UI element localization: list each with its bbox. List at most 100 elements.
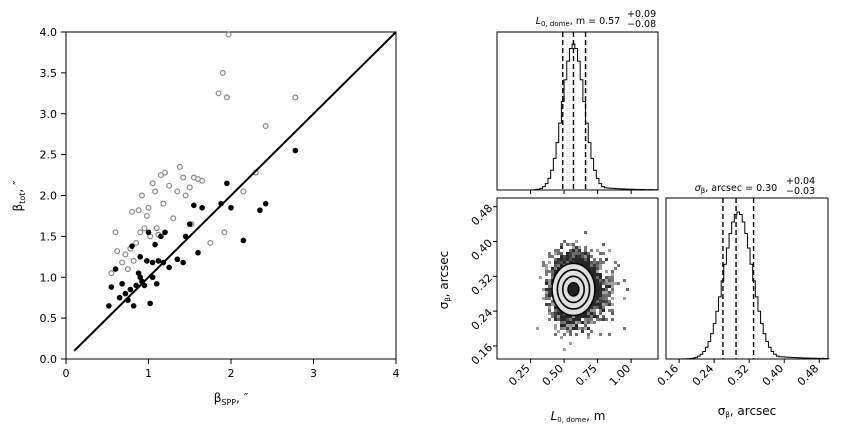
scatter-point-open bbox=[129, 208, 136, 215]
density-xlabel: L0, dome, m bbox=[551, 409, 606, 424]
density-cell bbox=[548, 291, 551, 294]
density-cell bbox=[575, 318, 578, 321]
scatter-point-open bbox=[170, 215, 177, 222]
density-cell bbox=[569, 324, 572, 327]
scatter-point-open bbox=[182, 192, 189, 199]
density-cell bbox=[584, 312, 587, 315]
density-cell bbox=[575, 321, 578, 324]
density-cell bbox=[581, 315, 584, 318]
density-cell bbox=[602, 294, 605, 297]
scatter-point-open bbox=[180, 174, 187, 181]
density-cell bbox=[551, 303, 554, 306]
hist-sigma-frame bbox=[665, 197, 829, 360]
scatter-point-filled bbox=[130, 303, 137, 309]
density-cell bbox=[596, 291, 599, 294]
density-cell bbox=[554, 315, 557, 318]
density-cell bbox=[551, 276, 554, 279]
scatter-point-open bbox=[114, 248, 121, 255]
density-cell bbox=[602, 318, 605, 321]
density-cell bbox=[584, 318, 587, 321]
scatter-point-filled bbox=[166, 264, 172, 271]
scatter-point-open bbox=[221, 229, 228, 236]
scatter-point-filled bbox=[137, 254, 144, 260]
density-cell bbox=[614, 267, 617, 270]
density-cell bbox=[554, 249, 557, 252]
density-cell bbox=[569, 333, 572, 336]
density-cell bbox=[611, 297, 614, 300]
density-cell bbox=[554, 264, 557, 267]
density-cell bbox=[614, 261, 617, 264]
density-cell bbox=[572, 315, 575, 318]
scatter-point-filled bbox=[180, 259, 186, 266]
density-cell bbox=[557, 249, 560, 252]
density-cell bbox=[593, 267, 596, 270]
density-cell bbox=[578, 261, 581, 264]
scatter-point-open bbox=[219, 69, 226, 76]
density-cell bbox=[572, 327, 575, 330]
density-cell bbox=[581, 330, 584, 333]
density-cell bbox=[563, 315, 566, 318]
scatter-xtick-label: 4 bbox=[393, 367, 400, 380]
density-cell bbox=[578, 318, 581, 321]
density-cell bbox=[545, 294, 548, 297]
scatter-xtick-label: 3 bbox=[310, 367, 317, 380]
density-cell bbox=[545, 297, 548, 300]
density-cell bbox=[560, 261, 563, 264]
density-cell bbox=[548, 297, 551, 300]
density-cell bbox=[623, 327, 626, 330]
scatter-point-open bbox=[199, 177, 206, 184]
scatter-point-filled bbox=[155, 258, 162, 264]
density-cell bbox=[563, 255, 566, 258]
density-cell bbox=[590, 270, 593, 273]
density-cell bbox=[587, 336, 590, 339]
density-cell bbox=[584, 231, 587, 234]
density-cell bbox=[584, 246, 587, 249]
density-cell bbox=[596, 303, 599, 306]
density-cell bbox=[599, 273, 602, 276]
density-cell bbox=[536, 327, 539, 330]
density-cell bbox=[578, 246, 581, 249]
hist-sigma-ticks: 0.16 0.24 0.32 0.40 0.48 bbox=[655, 359, 821, 389]
density-cell bbox=[605, 276, 608, 279]
density-cell bbox=[569, 321, 572, 324]
density-cell bbox=[617, 282, 620, 285]
scatter-point-filled bbox=[257, 207, 263, 214]
hist-xtick-label: 0.32 bbox=[725, 362, 752, 389]
density-cell bbox=[608, 285, 611, 288]
density-cell bbox=[611, 276, 614, 279]
density-xtick-label: 0.25 bbox=[506, 362, 533, 389]
density-xtick-label: 0.50 bbox=[540, 362, 567, 389]
density-cell bbox=[560, 324, 563, 327]
density-cell bbox=[560, 252, 563, 255]
density-cell bbox=[611, 291, 614, 294]
density-cell bbox=[566, 258, 569, 261]
density-cell bbox=[581, 321, 584, 324]
density-cell bbox=[560, 255, 563, 258]
scatter-point-filled bbox=[292, 147, 299, 154]
scatter-point-filled bbox=[153, 280, 160, 287]
density-cell bbox=[560, 258, 563, 261]
density-cell bbox=[599, 306, 602, 309]
density-cell bbox=[542, 288, 545, 291]
density-cell bbox=[554, 318, 557, 321]
density-cell bbox=[548, 303, 551, 306]
scatter-point-filled bbox=[119, 280, 125, 287]
density-xtick-label: 1.00 bbox=[607, 362, 634, 389]
density-cell bbox=[599, 264, 602, 267]
density-cell bbox=[602, 297, 605, 300]
density-cell bbox=[557, 330, 560, 333]
density-cell bbox=[587, 327, 590, 330]
density-cell bbox=[587, 255, 590, 258]
density-cell bbox=[554, 333, 557, 336]
scatter-ylabel: βtot, ″ bbox=[11, 180, 27, 211]
density-cell bbox=[560, 327, 563, 330]
scatter-point-open bbox=[166, 182, 173, 189]
density-cell bbox=[569, 327, 572, 330]
density-cell bbox=[575, 249, 578, 252]
density-ylabel: σβ, arcsec bbox=[437, 251, 452, 310]
density-cell bbox=[590, 330, 593, 333]
density-cell bbox=[545, 273, 548, 276]
scatter-point-open bbox=[162, 169, 169, 176]
density-cell bbox=[566, 261, 569, 264]
density-cell bbox=[602, 315, 605, 318]
